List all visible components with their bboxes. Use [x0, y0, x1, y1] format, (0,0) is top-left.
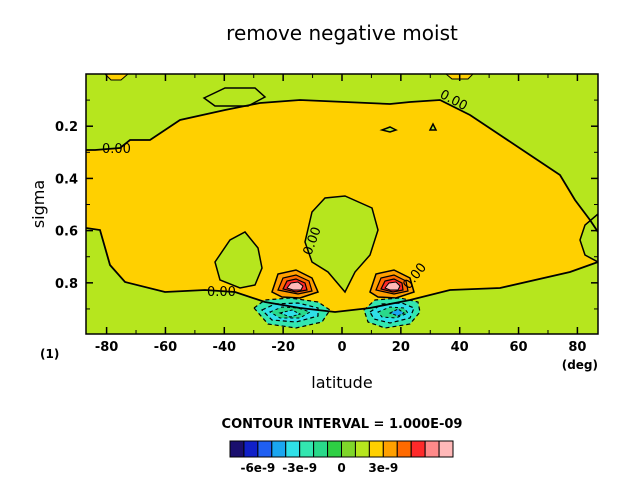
panel-tag: (1) — [40, 347, 59, 361]
zero-contour-main — [86, 227, 598, 313]
y-tick-label: 0.4 — [55, 172, 78, 187]
top-positive-patch — [104, 74, 129, 81]
left-side-negative-region — [214, 231, 263, 289]
colorbar-swatch — [229, 440, 245, 458]
colorbar-swatch — [424, 440, 440, 458]
plot-area — [86, 74, 598, 334]
contour-interval-text: CONTOUR INTERVAL = 1.000E-09 — [222, 417, 463, 432]
colorbar-swatch — [257, 440, 273, 458]
x-tick-label: 0 — [337, 340, 346, 355]
x-axis: -80 -60 -40 -20 0 20 40 60 80 — [95, 74, 586, 355]
small-contour-loop — [379, 126, 398, 133]
colorbar-swatch — [271, 440, 287, 458]
upper-left-negative-region — [202, 87, 267, 107]
x-tick-label: -60 — [154, 340, 178, 355]
positive-maximum-left — [271, 269, 320, 299]
colorbar-tick-label: 3e-9 — [368, 461, 398, 475]
colorbar-swatch — [285, 440, 301, 458]
colorbar-swatch — [438, 440, 454, 458]
x-tick-label: 80 — [568, 340, 586, 355]
zero-contour-upper — [86, 99, 598, 233]
colorbar-swatch — [354, 440, 370, 458]
y-axis: 0.2 0.4 0.6 0.8 — [55, 99, 598, 310]
colorbar: -6e-9 -3e-9 0 3e-9 — [229, 440, 454, 475]
y-tick-label: 0.6 — [55, 225, 78, 240]
x-axis-label: latitude — [311, 373, 372, 392]
colorbar-swatch — [313, 440, 329, 458]
colorbar-tick-label: -3e-9 — [282, 461, 317, 475]
colorbar-swatch — [299, 440, 315, 458]
colorbar-swatch — [243, 440, 259, 458]
x-tick-label: 60 — [510, 340, 528, 355]
y-tick-label: 0.2 — [55, 120, 78, 135]
colorbar-tick-label: -6e-9 — [240, 461, 275, 475]
y-tick-label: 0.8 — [55, 277, 78, 292]
negative-minimum-left — [253, 297, 331, 329]
x-tick-label: -80 — [95, 340, 119, 355]
y-axis-label: sigma — [29, 180, 48, 228]
colorbar-swatch — [368, 440, 384, 458]
x-tick-label: -40 — [213, 340, 237, 355]
chart-title: remove negative moist — [226, 21, 458, 45]
colorbar-swatch — [410, 440, 426, 458]
small-contour-spike — [428, 122, 438, 131]
contour-label: 0.00 — [207, 285, 236, 300]
central-negative-region — [304, 195, 379, 294]
x-tick-label: -20 — [271, 340, 295, 355]
x-tick-label: 40 — [451, 340, 469, 355]
contour-label: 0.00 — [102, 142, 131, 157]
x-tick-label: 20 — [392, 340, 410, 355]
positive-maximum-right — [369, 269, 415, 299]
colorbar-swatch — [327, 440, 342, 458]
colorbar-tick-label: 0 — [337, 461, 345, 475]
colorbar-swatch — [341, 440, 356, 458]
colorbar-swatch — [396, 440, 412, 458]
colorbar-swatch — [382, 440, 398, 458]
x-unit-label: (deg) — [562, 358, 598, 372]
